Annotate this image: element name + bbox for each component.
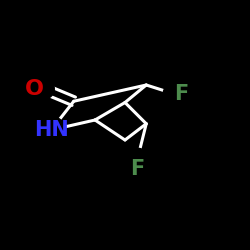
Circle shape: [127, 148, 148, 169]
Circle shape: [33, 78, 54, 99]
Text: F: F: [130, 159, 144, 179]
Text: O: O: [25, 79, 44, 99]
Text: HN: HN: [34, 120, 68, 140]
Circle shape: [163, 83, 184, 104]
Circle shape: [38, 116, 65, 144]
Text: F: F: [174, 84, 188, 104]
